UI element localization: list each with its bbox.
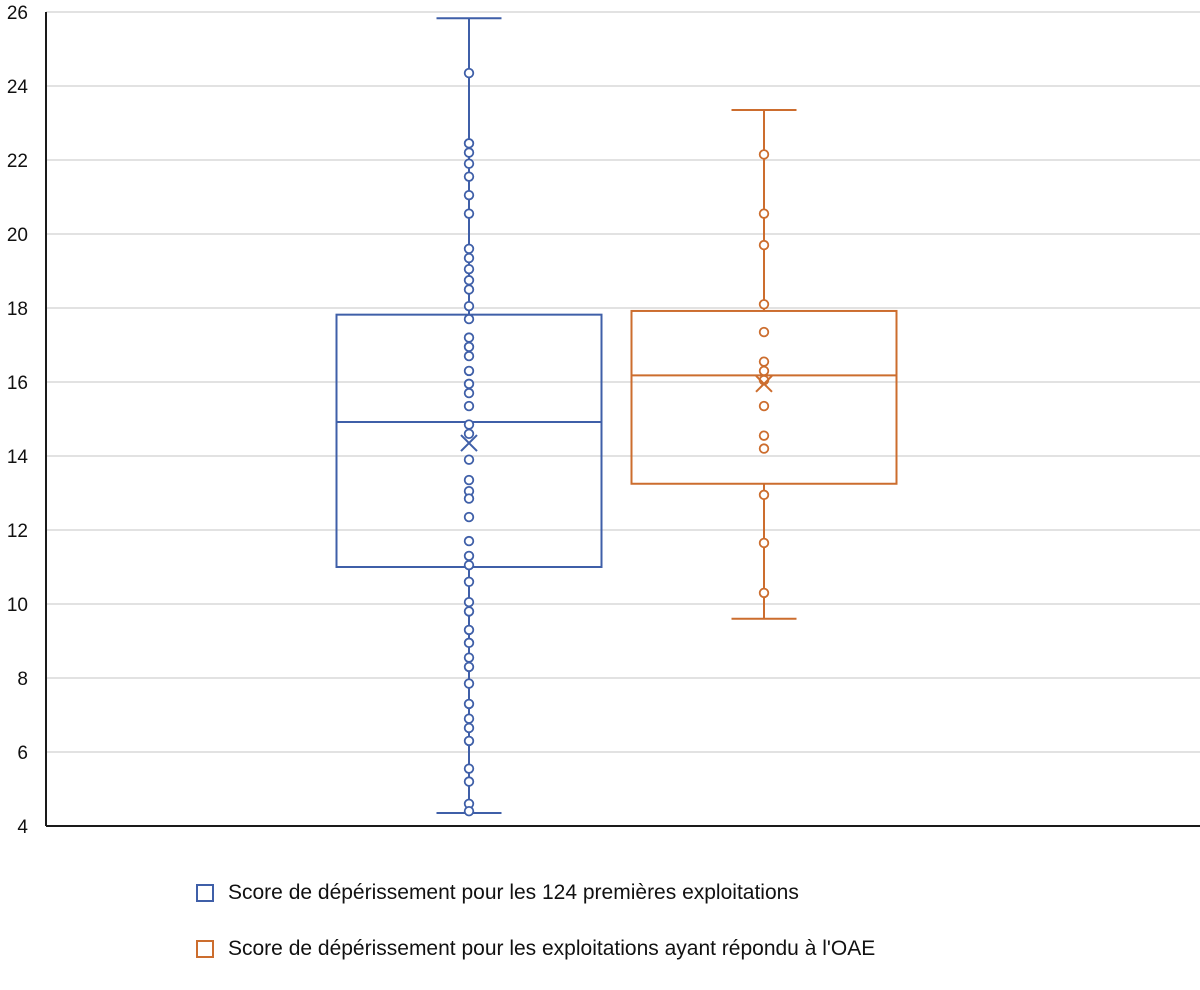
y-tick-label-18: 18 bbox=[7, 299, 28, 320]
legend: Score de dépérissement pour les 124 prem… bbox=[196, 878, 875, 990]
data-point bbox=[463, 776, 475, 787]
data-point bbox=[463, 596, 475, 608]
data-point bbox=[463, 365, 475, 377]
data-point bbox=[463, 332, 475, 343]
mean-marker-b bbox=[460, 434, 478, 452]
y-axis: 4 6 8 10 12 14 16 18 20 22 24 26 bbox=[7, 3, 1200, 838]
data-point bbox=[758, 326, 770, 338]
legend-swatch-blue bbox=[196, 884, 214, 902]
data-point bbox=[463, 763, 475, 774]
data-point bbox=[463, 606, 475, 617]
data-point bbox=[463, 189, 475, 201]
data-point bbox=[758, 443, 770, 454]
data-point bbox=[758, 208, 770, 219]
y-tick-label-16: 16 bbox=[7, 373, 28, 394]
data-point bbox=[758, 489, 770, 501]
data-point bbox=[758, 400, 770, 412]
data-point bbox=[463, 275, 475, 286]
data-point bbox=[463, 387, 475, 399]
data-point bbox=[463, 341, 475, 353]
data-point bbox=[463, 535, 475, 547]
y-tick-label-6: 6 bbox=[17, 743, 28, 764]
data-point bbox=[463, 138, 475, 149]
data-point bbox=[758, 365, 770, 377]
data-point bbox=[463, 243, 475, 255]
data-point bbox=[463, 678, 475, 689]
iqr-box bbox=[630, 309, 898, 485]
y-tick-label-26: 26 bbox=[7, 3, 28, 24]
data-point bbox=[463, 624, 475, 636]
data-point bbox=[463, 252, 475, 264]
data-point bbox=[463, 378, 475, 390]
data-point bbox=[758, 587, 770, 599]
data-point bbox=[463, 661, 475, 673]
data-point bbox=[758, 356, 770, 367]
data-point bbox=[463, 735, 475, 747]
legend-label: Score de dépérissement pour les exploita… bbox=[228, 937, 876, 960]
legend-swatch-orange bbox=[196, 940, 214, 958]
data-point bbox=[463, 559, 475, 571]
box-plot-chart: 4 6 8 10 12 14 16 18 20 22 24 26 bbox=[7, 3, 1200, 838]
data-point bbox=[463, 722, 475, 734]
data-point bbox=[463, 313, 475, 325]
data-point bbox=[758, 149, 770, 160]
data-point bbox=[463, 493, 475, 504]
mean-marker-b bbox=[755, 375, 773, 393]
data-point bbox=[463, 550, 475, 562]
legend-item-124-premieres: Score de dépérissement pour les 124 prem… bbox=[196, 878, 875, 908]
gridlines bbox=[46, 11, 1200, 753]
box-series-1 bbox=[630, 109, 898, 620]
data-point bbox=[463, 474, 475, 486]
data-point bbox=[463, 400, 475, 412]
data-point bbox=[463, 284, 475, 295]
data-point bbox=[758, 430, 770, 441]
box-series-0 bbox=[335, 17, 603, 817]
data-point bbox=[463, 300, 475, 312]
data-point bbox=[463, 171, 475, 182]
data-point bbox=[463, 576, 475, 588]
y-tick-label-22: 22 bbox=[7, 151, 28, 172]
data-point bbox=[463, 698, 475, 710]
data-point bbox=[463, 428, 475, 440]
y-tick-label-8: 8 bbox=[17, 669, 28, 690]
data-point bbox=[463, 713, 475, 724]
data-point bbox=[463, 158, 475, 169]
box-series bbox=[335, 17, 898, 817]
data-point bbox=[463, 637, 475, 649]
data-point bbox=[463, 67, 475, 79]
legend-label: Score de dépérissement pour les 124 prem… bbox=[228, 881, 799, 904]
data-point bbox=[463, 147, 475, 158]
data-point bbox=[758, 299, 770, 310]
data-point bbox=[463, 350, 475, 362]
data-point bbox=[463, 419, 475, 430]
y-tick-label-10: 10 bbox=[7, 595, 28, 616]
data-point bbox=[463, 208, 475, 219]
data-point bbox=[463, 806, 475, 817]
y-tick-label-12: 12 bbox=[7, 521, 28, 542]
data-point bbox=[463, 263, 475, 275]
data-point bbox=[758, 239, 770, 251]
data-point bbox=[758, 537, 770, 549]
legend-item-oae: Score de dépérissement pour les exploita… bbox=[196, 934, 875, 964]
y-tick-label-4: 4 bbox=[17, 817, 28, 838]
y-tick-label-24: 24 bbox=[7, 77, 29, 98]
data-point bbox=[463, 511, 475, 523]
y-tick-label-20: 20 bbox=[7, 225, 28, 246]
y-tick-label-14: 14 bbox=[7, 447, 29, 468]
data-point bbox=[463, 652, 475, 663]
data-point bbox=[463, 454, 475, 465]
